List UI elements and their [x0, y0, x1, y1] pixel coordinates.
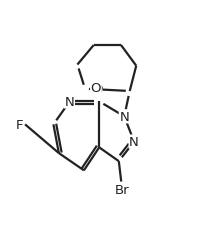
Text: Br: Br	[115, 183, 129, 195]
Text: O: O	[92, 83, 102, 96]
Text: N: N	[119, 110, 129, 123]
Text: Br: Br	[115, 183, 129, 196]
Text: F: F	[16, 118, 23, 131]
Text: O: O	[91, 82, 101, 95]
Text: N: N	[129, 136, 139, 148]
Text: F: F	[16, 118, 23, 131]
Text: N: N	[65, 95, 74, 108]
